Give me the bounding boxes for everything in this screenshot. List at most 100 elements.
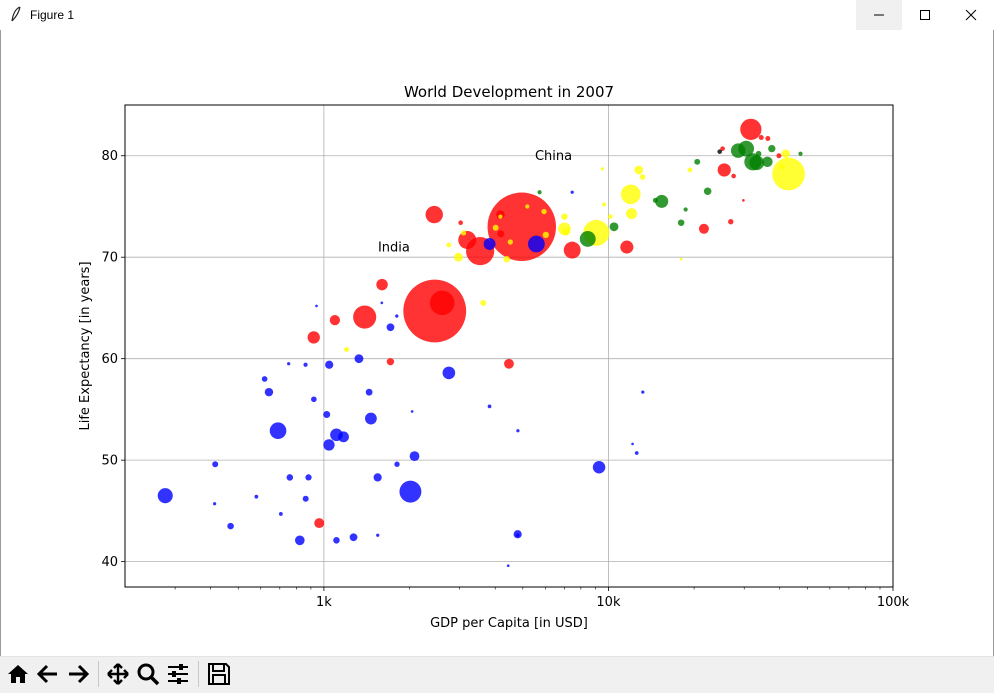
data-point: [212, 502, 217, 506]
data-point: [386, 323, 395, 332]
data-point: [652, 197, 658, 203]
magnifier-icon: [137, 663, 160, 686]
data-point: [755, 150, 762, 157]
data-point: [269, 422, 287, 440]
data-point: [765, 135, 771, 141]
data-point: [631, 442, 634, 446]
data-point: [487, 404, 492, 409]
annotation-china: China: [535, 149, 572, 164]
zoom-button[interactable]: [134, 660, 162, 688]
data-point: [515, 533, 520, 538]
toolbar-separator: [98, 661, 99, 687]
home-button[interactable]: [4, 660, 32, 688]
data-point: [264, 387, 274, 397]
data-point: [717, 163, 731, 177]
data-point: [261, 376, 268, 382]
sliders-icon: [168, 664, 188, 684]
save-button[interactable]: [205, 660, 233, 688]
data-point: [779, 164, 785, 170]
data-point: [458, 230, 477, 249]
data-point: [703, 187, 712, 196]
data-point: [592, 461, 606, 474]
data-point: [278, 512, 283, 516]
data-point: [634, 451, 639, 455]
home-icon: [8, 665, 28, 683]
close-icon: [965, 9, 977, 21]
data-point: [303, 362, 308, 367]
window-titlebar: Figure 1: [0, 0, 994, 30]
forward-button[interactable]: [64, 660, 92, 688]
data-point: [395, 314, 399, 318]
data-point: [376, 278, 388, 291]
data-point: [525, 204, 530, 209]
data-point: [541, 208, 547, 215]
data-point: [687, 167, 693, 173]
data-point: [483, 238, 496, 250]
data-point: [227, 522, 234, 530]
minimize-icon: [874, 14, 884, 16]
pan-button[interactable]: [104, 660, 132, 688]
data-point: [579, 231, 596, 247]
data-point: [542, 231, 549, 239]
data-point: [740, 118, 762, 140]
data-point: [307, 331, 320, 344]
plot-frame: [124, 104, 894, 588]
data-point: [212, 461, 219, 468]
data-point: [409, 451, 420, 461]
data-point: [410, 410, 414, 413]
scatter-chart[interactable]: 1k 10k 100k 40 50 60 70 80 India China World Dev…: [1, 30, 993, 656]
data-point: [329, 314, 341, 326]
feather-icon: [11, 6, 21, 22]
data-point: [315, 304, 318, 308]
data-point: [537, 190, 542, 195]
data-point: [683, 207, 688, 212]
data-point: [338, 431, 349, 443]
window-title: Figure 1: [30, 8, 75, 22]
data-point: [677, 219, 685, 226]
data-point: [570, 190, 574, 194]
y-tick-label: 60: [101, 352, 118, 367]
data-point: [527, 235, 545, 253]
data-point: [749, 155, 765, 171]
figure-canvas[interactable]: 1k 10k 100k 40 50 60 70 80 India China World Dev…: [1, 30, 993, 656]
data-point: [626, 208, 638, 220]
arrow-left-icon: [36, 664, 57, 684]
data-point: [731, 173, 736, 179]
data-point: [776, 153, 782, 159]
data-point: [354, 354, 364, 364]
y-tick-label: 50: [101, 454, 118, 469]
data-point: [480, 299, 487, 306]
data-point: [679, 257, 683, 261]
data-point: [781, 149, 790, 158]
data-point: [655, 194, 669, 208]
minimize-button[interactable]: [856, 0, 902, 30]
data-point: [504, 358, 514, 369]
data-point: [601, 202, 607, 207]
grid-lines: [125, 105, 893, 587]
maximize-button[interactable]: [902, 0, 948, 30]
data-point: [305, 474, 312, 481]
close-button[interactable]: [948, 0, 994, 30]
data-point: [376, 533, 380, 537]
y-axis-label: Life Expectancy [in years]: [78, 261, 93, 430]
data-point: [506, 564, 510, 568]
back-button[interactable]: [34, 660, 62, 688]
data-point: [562, 228, 570, 236]
data-point: [302, 495, 309, 502]
chart-title: World Development in 2007: [404, 83, 614, 101]
data-point: [311, 396, 317, 403]
data-point: [365, 388, 373, 396]
data-point: [798, 151, 803, 156]
data-point: [772, 157, 805, 191]
axis-ticks: [121, 155, 894, 591]
data-point: [446, 242, 452, 248]
data-point: [286, 474, 294, 481]
navigation-toolbar: [0, 656, 994, 693]
data-point: [453, 252, 463, 262]
data-point: [425, 205, 443, 224]
data-point: [287, 362, 291, 366]
data-point: [325, 360, 334, 369]
data-point: [323, 410, 331, 419]
configure-subplots-button[interactable]: [164, 660, 192, 688]
data-point: [507, 239, 513, 245]
